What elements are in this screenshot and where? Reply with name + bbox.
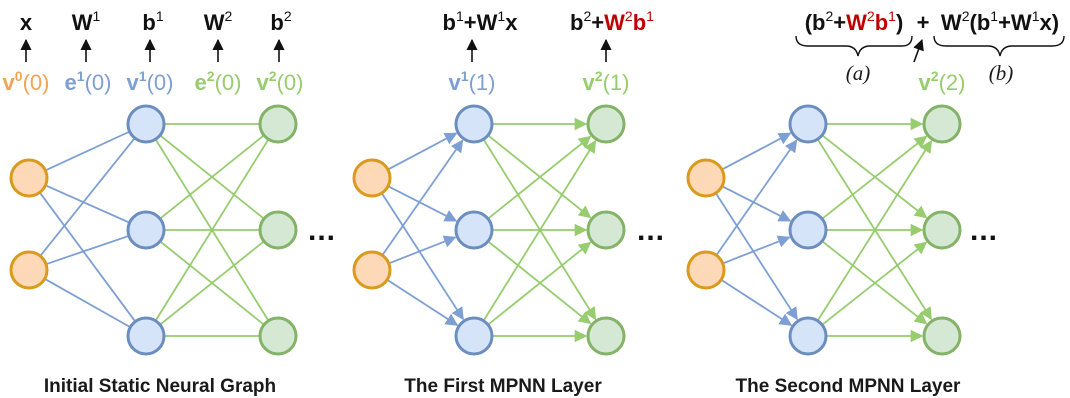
p1-edge-hid1-out0 — [159, 134, 265, 220]
p1-output-node-1 — [258, 210, 298, 250]
state-v1: v1(0) — [127, 68, 174, 95]
p1-hidden-node-1 — [126, 210, 166, 250]
p2-hidden-node-1 — [454, 210, 494, 250]
p2-output-node-0 — [586, 104, 626, 144]
p3-output-node-1 — [922, 210, 962, 250]
state-v1-1: v1(1) — [449, 68, 496, 95]
p2-edge-hid2-out0 — [482, 139, 597, 322]
p2-edge-in0-hid2 — [381, 192, 464, 321]
p2-input-node-1 — [352, 250, 392, 290]
p2-hidden-node-0 — [454, 104, 494, 144]
state-v2-1: v2(1) — [583, 68, 630, 95]
brace-a — [795, 35, 913, 57]
nodes-layer — [9, 104, 962, 356]
p1-input-node-1 — [9, 250, 49, 290]
p3-output-node-0 — [922, 104, 962, 144]
p3-edge-in0-hid2 — [715, 192, 798, 321]
p3-edge-in0-hid1 — [721, 185, 792, 222]
p1-output-node-0 — [258, 104, 298, 144]
p2-edge-hid1-out2 — [487, 240, 592, 325]
p3-edge-hid2-out0 — [816, 139, 933, 322]
expr-b: W2(b1+W1x) — [941, 8, 1059, 35]
p1-hidden-node-2 — [126, 316, 166, 356]
p1-edge-in1-hid1 — [45, 234, 130, 266]
p3-hidden-node-1 — [788, 210, 828, 250]
p1-input-node-0 — [9, 158, 49, 198]
brace-b-label: (b) — [989, 61, 1014, 85]
p3-output-node-2 — [922, 316, 962, 356]
caption-panel2: The First MPNN Layer — [404, 376, 602, 397]
p1-edge-hid2-out1 — [159, 240, 265, 326]
p2-edge-in1-hid2 — [386, 279, 459, 326]
p3-input-node-1 — [686, 250, 726, 290]
caption-panel1: Initial Static Neural Graph — [44, 376, 276, 397]
p3-hidden-node-2 — [788, 316, 828, 356]
state-v0: v0(0) — [3, 68, 50, 95]
p3-edge-hid1-out2 — [821, 240, 928, 325]
p2-edge-in0-hid1 — [387, 185, 458, 222]
p2-edge-hid2-out1 — [487, 241, 592, 326]
p1-edge-in0-hid0 — [44, 130, 131, 172]
p2-edge-hid0-out1 — [487, 134, 592, 219]
ellipsis-panel3: ... — [970, 214, 998, 247]
param-w2: W2 — [204, 8, 233, 35]
p2-edge-in0-hid0 — [387, 132, 458, 171]
p3-edge-hid2-out1 — [821, 241, 928, 326]
panel-second-mpnn-layer: (b2+W2b1) + W2(b1+W1x) (a) (b) v2(2) ...… — [736, 8, 1065, 397]
p3-edge-in1-hid2 — [720, 279, 793, 326]
ellipsis-panel2: ... — [637, 214, 665, 247]
param-x: x — [20, 10, 33, 35]
p2-hidden-node-2 — [454, 316, 494, 356]
p1-edge-hid2-out0 — [154, 138, 270, 322]
edges-layer — [38, 117, 933, 343]
expr-plus: + — [917, 10, 930, 35]
expr-a: (b2+W2b1) — [805, 8, 904, 35]
state-e2: e2(0) — [195, 68, 242, 95]
p2-output-node-1 — [586, 210, 626, 250]
p1-edge-in0-hid2 — [38, 191, 137, 323]
p3-edge-in0-hid0 — [721, 132, 792, 171]
brace-a-label: (a) — [846, 61, 871, 85]
p1-edge-in1-hid0 — [39, 137, 136, 257]
p2-output-node-2 — [586, 316, 626, 356]
p1-edge-in1-hid2 — [44, 278, 131, 328]
param-b2: b2 — [270, 8, 291, 35]
p3-input-node-0 — [686, 158, 726, 198]
p2-edge-in1-hid0 — [381, 139, 464, 256]
p3-hidden-node-0 — [788, 104, 828, 144]
p2-edge-hid1-out0 — [487, 135, 592, 220]
state-v2-2: v2(2) — [919, 68, 966, 95]
p2-input-node-0 — [352, 158, 392, 198]
p2-edge-in1-hid1 — [388, 235, 457, 265]
p1-edge-in0-hid1 — [45, 184, 130, 224]
expr-b1-w1x: b1+W1x — [443, 8, 519, 35]
state-e1: e1(0) — [65, 68, 112, 95]
param-w1: W1 — [72, 8, 101, 35]
p3-edge-hid1-out0 — [821, 135, 928, 220]
panel-initial-static-graph: x W1 b1 W2 b2 v0(0) e1(0) v1(0) e2(0) v2… — [3, 8, 336, 397]
ellipsis-panel1: ... — [308, 214, 336, 247]
p1-hidden-node-0 — [126, 104, 166, 144]
expr-b2-w2b1: b2+W2b1 — [570, 8, 654, 35]
p3-edge-hid0-out1 — [821, 134, 928, 219]
p3-edge-in1-hid0 — [715, 139, 798, 256]
arrow-to-plus — [913, 38, 924, 63]
brace-b — [933, 35, 1065, 57]
state-v2: v2(0) — [257, 68, 304, 95]
param-b1: b1 — [142, 8, 163, 35]
caption-panel3: The Second MPNN Layer — [736, 376, 961, 397]
panel-first-mpnn-layer: b1+W1x b2+W2b1 v1(1) v2(1) ... The First… — [404, 8, 665, 397]
p1-output-node-2 — [258, 316, 298, 356]
p3-edge-in1-hid1 — [722, 235, 791, 265]
